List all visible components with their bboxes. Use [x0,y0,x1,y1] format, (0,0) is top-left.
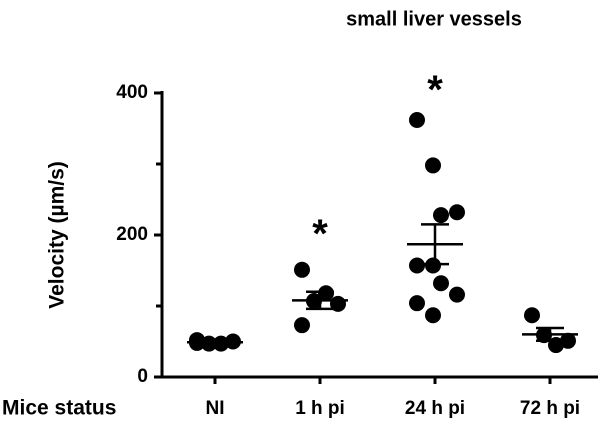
significance-star: * [312,212,328,256]
y-axis-label: Velocity (µm/s) [46,161,69,308]
data-point [318,285,334,302]
data-point [524,307,540,324]
y-tick-label: 400 [116,82,148,103]
data-point [425,307,441,324]
data-point [425,157,441,174]
data-point [449,286,465,303]
data-point [189,332,205,349]
x-tick-label: 1 h pi [295,398,345,419]
data-point [560,332,576,349]
data-point [294,317,310,334]
y-tick-label: 200 [116,224,148,245]
data-point [425,257,441,274]
data-point [433,207,449,224]
data-point [449,204,465,221]
x-tick-label: 24 h pi [405,398,465,419]
y-tick-label: 0 [137,366,148,387]
x-axis-label: Mice status [2,397,116,420]
data-point [409,111,425,128]
chart-title: small liver vessels [346,8,522,30]
x-tick-label: 72 h pi [520,398,580,419]
data-point [294,261,310,278]
significance-star: * [427,68,443,112]
x-tick-label: NI [206,398,225,419]
data-point [433,275,449,292]
data-point [409,257,425,274]
data-point [409,295,425,312]
